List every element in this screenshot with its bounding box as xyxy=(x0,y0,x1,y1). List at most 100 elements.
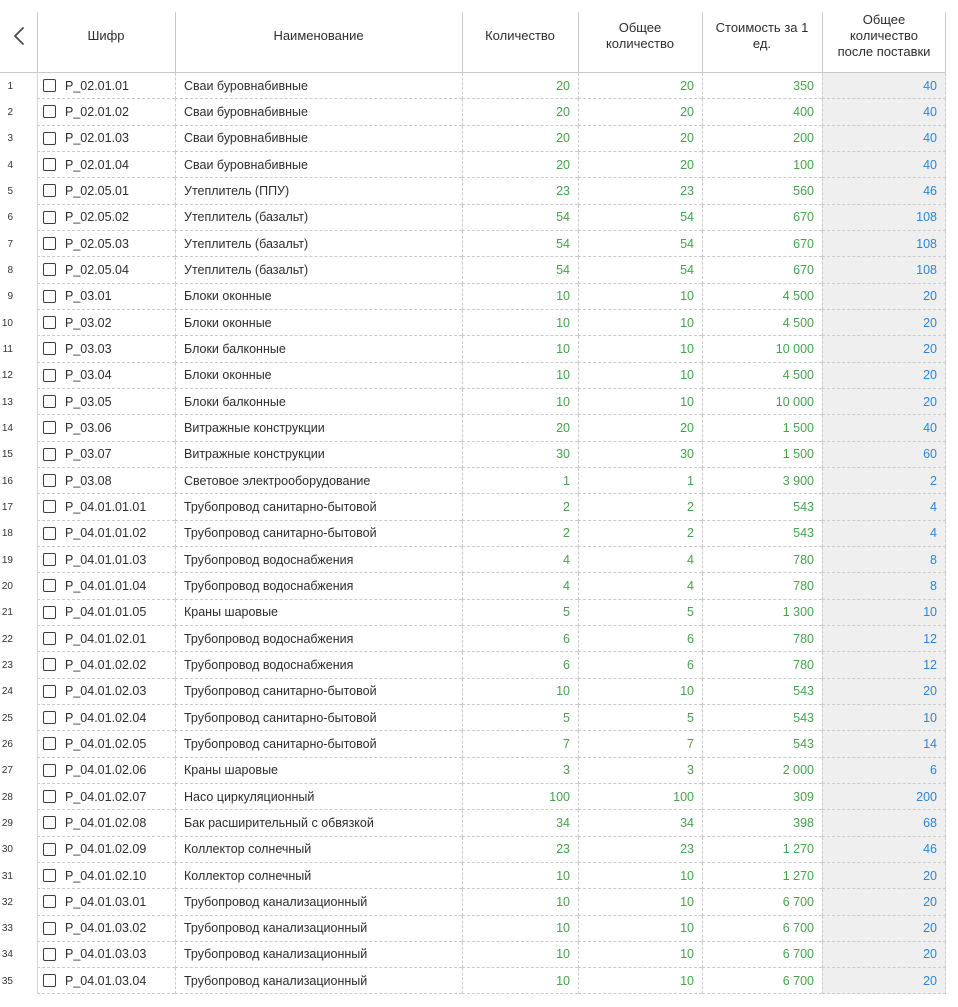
quantity-cell[interactable]: 10 xyxy=(462,941,578,969)
unit-cost-cell[interactable]: 4 500 xyxy=(702,283,822,310)
row-checkbox[interactable] xyxy=(43,711,56,725)
quantity-cell[interactable]: 2 xyxy=(462,520,578,547)
quantity-cell[interactable]: 10 xyxy=(462,889,578,916)
unit-cost-cell[interactable]: 4 500 xyxy=(702,309,822,337)
total-quantity-cell[interactable]: 10 xyxy=(578,283,702,310)
quantity-cell[interactable]: 10 xyxy=(462,968,578,995)
row-checkbox[interactable] xyxy=(43,869,56,882)
unit-cost-cell[interactable]: 100 xyxy=(702,151,822,179)
unit-cost-cell[interactable]: 1 270 xyxy=(702,836,822,863)
row-checkbox[interactable] xyxy=(43,395,56,409)
unit-cost-cell[interactable]: 1 300 xyxy=(702,599,822,626)
total-quantity-cell[interactable]: 10 xyxy=(578,941,702,969)
quantity-cell[interactable]: 6 xyxy=(462,625,578,653)
row-checkbox[interactable] xyxy=(43,605,56,619)
total-quantity-cell[interactable]: 10 xyxy=(578,388,702,416)
total-quantity-cell[interactable]: 20 xyxy=(578,151,702,179)
row-checkbox[interactable] xyxy=(43,105,56,119)
unit-cost-cell[interactable]: 670 xyxy=(702,204,822,231)
total-quantity-cell[interactable]: 54 xyxy=(578,230,702,258)
quantity-cell[interactable]: 10 xyxy=(462,362,578,389)
unit-cost-cell[interactable]: 3 900 xyxy=(702,467,822,495)
row-checkbox[interactable] xyxy=(43,421,56,435)
unit-cost-cell[interactable]: 780 xyxy=(702,573,822,600)
unit-cost-cell[interactable]: 560 xyxy=(702,178,822,205)
row-checkbox[interactable] xyxy=(43,526,56,540)
unit-cost-cell[interactable]: 1 270 xyxy=(702,862,822,890)
row-checkbox[interactable] xyxy=(43,974,56,988)
total-quantity-cell[interactable]: 4 xyxy=(578,546,702,574)
quantity-cell[interactable]: 20 xyxy=(462,73,578,100)
quantity-cell[interactable]: 54 xyxy=(462,257,578,284)
total-quantity-cell[interactable]: 30 xyxy=(578,441,702,468)
quantity-cell[interactable]: 4 xyxy=(462,573,578,600)
quantity-cell[interactable]: 10 xyxy=(462,309,578,337)
unit-cost-cell[interactable]: 780 xyxy=(702,546,822,574)
quantity-cell[interactable]: 20 xyxy=(462,99,578,126)
unit-cost-cell[interactable]: 6 700 xyxy=(702,941,822,969)
total-quantity-cell[interactable]: 20 xyxy=(578,415,702,442)
row-checkbox[interactable] xyxy=(43,947,56,961)
quantity-cell[interactable]: 10 xyxy=(462,283,578,310)
quantity-cell[interactable]: 54 xyxy=(462,230,578,258)
row-checkbox[interactable] xyxy=(43,658,56,672)
total-quantity-cell[interactable]: 20 xyxy=(578,125,702,152)
unit-cost-cell[interactable]: 4 500 xyxy=(702,362,822,389)
unit-cost-cell[interactable]: 780 xyxy=(702,652,822,679)
unit-cost-cell[interactable]: 398 xyxy=(702,810,822,837)
quantity-cell[interactable]: 23 xyxy=(462,836,578,863)
total-quantity-cell[interactable]: 1 xyxy=(578,467,702,495)
quantity-cell[interactable]: 10 xyxy=(462,336,578,363)
total-quantity-cell[interactable]: 23 xyxy=(578,836,702,863)
total-quantity-cell[interactable]: 34 xyxy=(578,810,702,837)
row-checkbox[interactable] xyxy=(43,316,56,330)
unit-cost-cell[interactable]: 543 xyxy=(702,731,822,758)
unit-cost-cell[interactable]: 1 500 xyxy=(702,415,822,442)
row-checkbox[interactable] xyxy=(43,368,56,382)
quantity-cell[interactable]: 1 xyxy=(462,467,578,495)
unit-cost-cell[interactable]: 350 xyxy=(702,73,822,100)
row-checkbox[interactable] xyxy=(43,447,56,461)
unit-cost-cell[interactable]: 6 700 xyxy=(702,968,822,995)
row-checkbox[interactable] xyxy=(43,184,56,198)
row-checkbox[interactable] xyxy=(43,895,56,909)
total-quantity-cell[interactable]: 23 xyxy=(578,178,702,205)
quantity-cell[interactable]: 20 xyxy=(462,151,578,179)
total-quantity-cell[interactable]: 3 xyxy=(578,757,702,784)
row-checkbox[interactable] xyxy=(43,763,56,777)
unit-cost-cell[interactable]: 543 xyxy=(702,520,822,547)
total-quantity-cell[interactable]: 2 xyxy=(578,494,702,521)
quantity-cell[interactable]: 10 xyxy=(462,388,578,416)
quantity-cell[interactable]: 20 xyxy=(462,415,578,442)
total-quantity-cell[interactable]: 20 xyxy=(578,99,702,126)
row-checkbox[interactable] xyxy=(43,210,56,224)
quantity-cell[interactable]: 10 xyxy=(462,678,578,705)
row-checkbox[interactable] xyxy=(43,579,56,593)
total-quantity-cell[interactable]: 10 xyxy=(578,336,702,363)
total-quantity-cell[interactable]: 10 xyxy=(578,889,702,916)
quantity-cell[interactable]: 54 xyxy=(462,204,578,231)
row-checkbox[interactable] xyxy=(43,842,56,856)
row-checkbox[interactable] xyxy=(43,158,56,172)
quantity-cell[interactable]: 30 xyxy=(462,441,578,468)
quantity-cell[interactable]: 23 xyxy=(462,178,578,205)
quantity-cell[interactable]: 100 xyxy=(462,783,578,811)
total-quantity-cell[interactable]: 54 xyxy=(578,204,702,231)
unit-cost-cell[interactable]: 780 xyxy=(702,625,822,653)
row-checkbox[interactable] xyxy=(43,816,56,830)
unit-cost-cell[interactable]: 6 700 xyxy=(702,889,822,916)
total-quantity-cell[interactable]: 54 xyxy=(578,257,702,284)
quantity-cell[interactable]: 5 xyxy=(462,599,578,626)
quantity-cell[interactable]: 6 xyxy=(462,652,578,679)
row-checkbox[interactable] xyxy=(43,474,56,488)
row-checkbox[interactable] xyxy=(43,632,56,646)
total-quantity-cell[interactable]: 10 xyxy=(578,678,702,705)
quantity-cell[interactable]: 7 xyxy=(462,731,578,758)
unit-cost-cell[interactable]: 6 700 xyxy=(702,915,822,942)
total-quantity-cell[interactable]: 4 xyxy=(578,573,702,600)
unit-cost-cell[interactable]: 200 xyxy=(702,125,822,152)
total-quantity-cell[interactable]: 6 xyxy=(578,625,702,653)
row-checkbox[interactable] xyxy=(43,131,56,145)
quantity-cell[interactable]: 20 xyxy=(462,125,578,152)
unit-cost-cell[interactable]: 543 xyxy=(702,494,822,521)
